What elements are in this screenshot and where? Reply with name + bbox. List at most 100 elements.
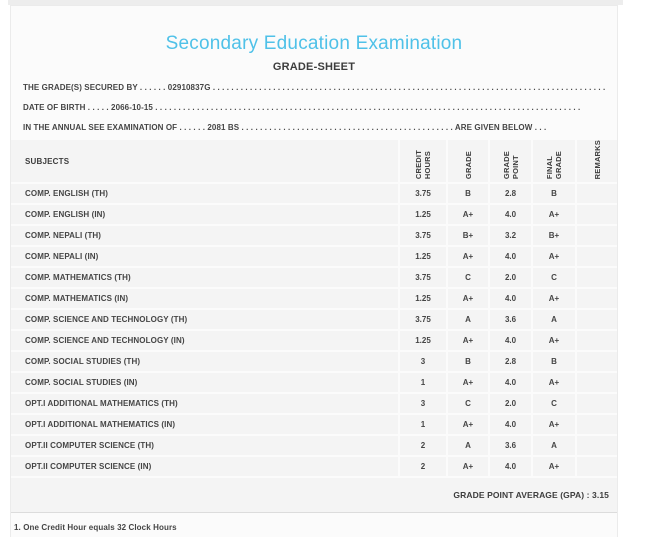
credit-hours-cell: 3 — [400, 394, 446, 413]
info-line-date-of-birth: DATE OF BIRTH . . . . . 2066-10-15 . . .… — [23, 103, 581, 112]
page-title: Secondary Education Examination — [165, 33, 463, 54]
subject-cell: COMP. SOCIAL STUDIES (IN) — [11, 373, 398, 392]
remarks-cell — [577, 310, 617, 329]
credit-hours-cell: 2 — [400, 457, 446, 476]
credit-hours-cell: 3.75 — [400, 184, 446, 203]
grade-point-cell: 4.0 — [490, 373, 531, 392]
final-grade-cell: B — [533, 352, 575, 371]
grade-point-cell: 2.0 — [490, 268, 531, 287]
grade-point-cell: 2.8 — [490, 184, 531, 203]
remarks-cell — [577, 415, 617, 434]
grade-cell: A+ — [448, 373, 488, 392]
grade-cell: A+ — [448, 205, 488, 224]
page-subtitle: GRADE-SHEET — [272, 61, 356, 73]
subject-cell: OPT.I ADDITIONAL MATHEMATICS (IN) — [11, 415, 398, 434]
grade-point-cell: 4.0 — [490, 457, 531, 476]
final-grade-cell: A — [533, 310, 575, 329]
table-row: OPT.II COMPUTER SCIENCE (TH) 2 A 3.6 A — [11, 436, 617, 455]
table-row: OPT.I ADDITIONAL MATHEMATICS (TH) 3 C 2.… — [11, 394, 617, 413]
table-header-row: SUBJECTS CREDIT HOURS GRADE GRADE POINT … — [11, 140, 617, 182]
subject-cell: COMP. MATHEMATICS (TH) — [11, 268, 398, 287]
remarks-cell — [577, 373, 617, 392]
subject-cell: OPT.I ADDITIONAL MATHEMATICS (TH) — [11, 394, 398, 413]
grade-point-cell: 2.8 — [490, 352, 531, 371]
grade-cell: B — [448, 184, 488, 203]
credit-hours-cell: 3.75 — [400, 268, 446, 287]
subject-cell: COMP. NEPALI (IN) — [11, 247, 398, 266]
credit-hours-cell: 1 — [400, 415, 446, 434]
subject-cell: OPT.II COMPUTER SCIENCE (TH) — [11, 436, 398, 455]
column-header-label: FINAL GRADE — [545, 150, 563, 179]
table-row: COMP. SOCIAL STUDIES (IN) 1 A+ 4.0 A+ — [11, 373, 617, 392]
grade-point-cell: 2.0 — [490, 394, 531, 413]
final-grade-cell: A+ — [533, 415, 575, 434]
remarks-cell — [577, 457, 617, 476]
grade-cell: A+ — [448, 247, 488, 266]
subject-cell: COMP. NEPALI (TH) — [11, 226, 398, 245]
grade-point-cell: 4.0 — [490, 331, 531, 350]
subject-cell: COMP. ENGLISH (IN) — [11, 205, 398, 224]
table-row: OPT.I ADDITIONAL MATHEMATICS (IN) 1 A+ 4… — [11, 415, 617, 434]
subject-cell: OPT.II COMPUTER SCIENCE (IN) — [11, 457, 398, 476]
remarks-cell — [577, 184, 617, 203]
final-grade-cell: A+ — [533, 331, 575, 350]
subject-cell: COMP. SCIENCE AND TECHNOLOGY (IN) — [11, 331, 398, 350]
table-row: COMP. SCIENCE AND TECHNOLOGY (TH) 3.75 A… — [11, 310, 617, 329]
grade-point-cell: 4.0 — [490, 205, 531, 224]
subject-cell: COMP. SCIENCE AND TECHNOLOGY (TH) — [11, 310, 398, 329]
column-header-label: SUBJECTS — [25, 156, 70, 166]
grade-point-cell: 4.0 — [490, 289, 531, 308]
credit-hours-cell: 1.25 — [400, 205, 446, 224]
column-header-subjects: SUBJECTS — [11, 140, 398, 182]
grade-point-cell: 4.0 — [490, 415, 531, 434]
column-header-final-grade: FINAL GRADE — [533, 140, 575, 182]
column-header-label: GRADE POINT — [501, 150, 520, 179]
grade-point-cell: 3.6 — [490, 436, 531, 455]
credit-hours-cell: 1.25 — [400, 289, 446, 308]
column-header-credit-hours: CREDIT HOURS — [400, 140, 446, 182]
column-header-label: REMARKS — [592, 140, 602, 179]
credit-hours-cell: 1 — [400, 373, 446, 392]
table-row: COMP. SOCIAL STUDIES (TH) 3 B 2.8 B — [11, 352, 617, 371]
grade-point-cell: 3.6 — [490, 310, 531, 329]
credit-hours-cell: 3.75 — [400, 226, 446, 245]
subject-cell: COMP. MATHEMATICS (IN) — [11, 289, 398, 308]
subject-cell: COMP. ENGLISH (TH) — [11, 184, 398, 203]
final-grade-cell: A+ — [533, 289, 575, 308]
grade-cell: A+ — [448, 457, 488, 476]
table-row: COMP. NEPALI (TH) 3.75 B+ 3.2 B+ — [11, 226, 617, 245]
table-row: COMP. ENGLISH (TH) 3.75 B 2.8 B — [11, 184, 617, 203]
remarks-cell — [577, 331, 617, 350]
table-row: COMP. ENGLISH (IN) 1.25 A+ 4.0 A+ — [11, 205, 617, 224]
grade-cell: C — [448, 268, 488, 287]
credit-hours-cell: 2 — [400, 436, 446, 455]
credit-hours-cell: 1.25 — [400, 331, 446, 350]
grade-cell: B — [448, 352, 488, 371]
grade-cell: B+ — [448, 226, 488, 245]
remarks-cell — [577, 352, 617, 371]
final-grade-cell: A+ — [533, 457, 575, 476]
grade-cell: A — [448, 436, 488, 455]
grade-cell: A+ — [448, 415, 488, 434]
remarks-cell — [577, 247, 617, 266]
final-grade-cell: A+ — [533, 373, 575, 392]
final-grade-cell: C — [533, 268, 575, 287]
table-row: COMP. SCIENCE AND TECHNOLOGY (IN) 1.25 A… — [11, 331, 617, 350]
gpa-text: GRADE POINT AVERAGE (GPA) : 3.15 — [453, 490, 609, 500]
candidate-info: THE GRADE(S) SECURED BY . . . . . . 0291… — [11, 78, 617, 138]
remarks-cell — [577, 436, 617, 455]
column-header-grade-point: GRADE POINT — [490, 140, 531, 182]
table-body: COMP. ENGLISH (TH) 3.75 B 2.8 B COMP. EN… — [11, 184, 617, 476]
final-grade-cell: B — [533, 184, 575, 203]
grade-point-cell: 3.2 — [490, 226, 531, 245]
grade-point-cell: 4.0 — [490, 247, 531, 266]
info-line-secured-by: THE GRADE(S) SECURED BY . . . . . . 0291… — [23, 83, 608, 92]
subject-cell: COMP. SOCIAL STUDIES (TH) — [11, 352, 398, 371]
column-header-grade: GRADE — [448, 140, 488, 182]
info-line-examination-of: IN THE ANNUAL SEE EXAMINATION OF . . . .… — [23, 123, 547, 132]
final-grade-cell: A+ — [533, 247, 575, 266]
footnote: 1. One Credit Hour equals 32 Clock Hours — [14, 523, 177, 532]
table-row: OPT.II COMPUTER SCIENCE (IN) 2 A+ 4.0 A+ — [11, 457, 617, 476]
table-row: COMP. MATHEMATICS (TH) 3.75 C 2.0 C — [11, 268, 617, 287]
